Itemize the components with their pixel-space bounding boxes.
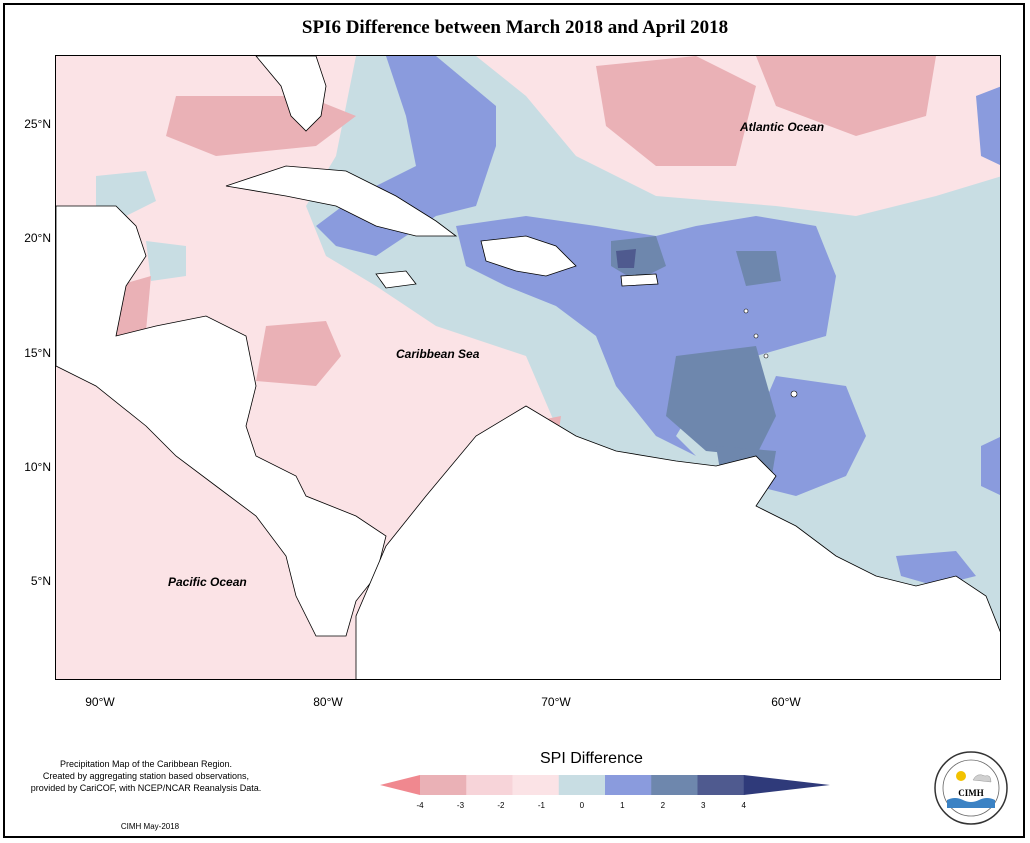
note-line-3: provided by CariCOF, with NCEP/NCAR Rean… xyxy=(30,783,262,793)
blue-region-far-east xyxy=(976,86,1000,166)
legend-tick-label: -3 xyxy=(456,801,465,810)
legend-arrow-right xyxy=(743,775,830,795)
lon-label-80: 80°W xyxy=(313,695,343,709)
puerto-rico xyxy=(620,273,659,287)
spi-map xyxy=(56,56,1000,679)
legend-tick-label: 0 xyxy=(579,801,585,810)
jamaica xyxy=(375,270,417,289)
legend-swatch xyxy=(605,775,652,795)
pink-region-northeast xyxy=(756,56,936,136)
south-america xyxy=(355,405,1000,679)
atlantic-ocean-label: Atlantic Ocean xyxy=(740,120,825,134)
map-panel xyxy=(55,55,1001,680)
legend-title: SPI Difference xyxy=(540,750,643,767)
hispaniola xyxy=(480,235,577,277)
florida xyxy=(255,56,327,132)
legend-tick-label: 3 xyxy=(701,801,706,810)
caribbean-sea-label: Caribbean Sea xyxy=(396,347,480,361)
lon-label-90: 90°W xyxy=(85,695,115,709)
light-blue-west xyxy=(96,171,156,216)
color-legend xyxy=(380,775,830,795)
lat-label-5: 5°N xyxy=(30,574,51,588)
note-line-1: Precipitation Map of the Caribbean Regio… xyxy=(59,759,233,769)
legend-swatch xyxy=(651,775,698,795)
blue-region-east-edge xyxy=(981,436,1000,496)
legend-arrow-left xyxy=(380,775,420,795)
legend-tick-label: -4 xyxy=(416,801,424,810)
sun-icon xyxy=(956,771,966,781)
legend-swatch xyxy=(558,775,606,795)
island-dot xyxy=(790,390,798,398)
darkblue-region-puerto-rico xyxy=(611,236,666,281)
legend-tick-label: -1 xyxy=(537,801,545,810)
darkblue-region-central xyxy=(666,346,776,456)
lat-label-15: 15°N xyxy=(24,346,51,360)
pink-region-north-atlantic xyxy=(596,56,756,166)
credit-note: CIMH May-2018 xyxy=(120,822,180,831)
cuba xyxy=(225,165,458,237)
light-blue-small xyxy=(146,241,186,281)
cimh-logo: CIMH xyxy=(934,751,1008,825)
darkblue-region-leewards xyxy=(736,251,781,286)
blue-region-east xyxy=(746,376,866,496)
figure-frame xyxy=(3,3,1025,838)
legend-tick-label: 4 xyxy=(741,801,746,810)
blue-region-hispaniola xyxy=(456,216,836,456)
central-america xyxy=(56,205,387,637)
legend-swatch xyxy=(420,775,467,795)
cloud-icon xyxy=(972,774,992,783)
note-line-2: Created by aggregating station based obs… xyxy=(42,771,250,781)
lat-label-25: 25°N xyxy=(24,117,51,131)
darkest-region-pr xyxy=(616,249,636,268)
island-dot xyxy=(753,333,759,339)
legend-swatch xyxy=(697,775,745,795)
lon-label-60: 60°W xyxy=(771,695,801,709)
map-title: SPI6 Difference between March 2018 and A… xyxy=(301,17,729,38)
pink-region-caribbean xyxy=(256,321,341,386)
legend-tick-label: 2 xyxy=(660,801,666,810)
lon-label-70: 70°W xyxy=(541,695,571,709)
lat-label-20: 20°N xyxy=(24,231,51,245)
map-description: Precipitation Map of the Caribbean Regio… xyxy=(6,758,286,794)
logo-text: CIMH xyxy=(958,788,984,798)
island-dot xyxy=(763,353,769,359)
legend-swatch xyxy=(466,775,513,795)
legend-tick-label: 1 xyxy=(620,801,625,810)
pacific-ocean-label: Pacific Ocean xyxy=(168,575,247,589)
legend-tick-label: -2 xyxy=(497,801,505,810)
waves-icon xyxy=(947,798,995,808)
legend-swatch xyxy=(512,775,560,795)
lat-label-10: 10°N xyxy=(24,460,51,474)
island-dot xyxy=(743,308,749,314)
